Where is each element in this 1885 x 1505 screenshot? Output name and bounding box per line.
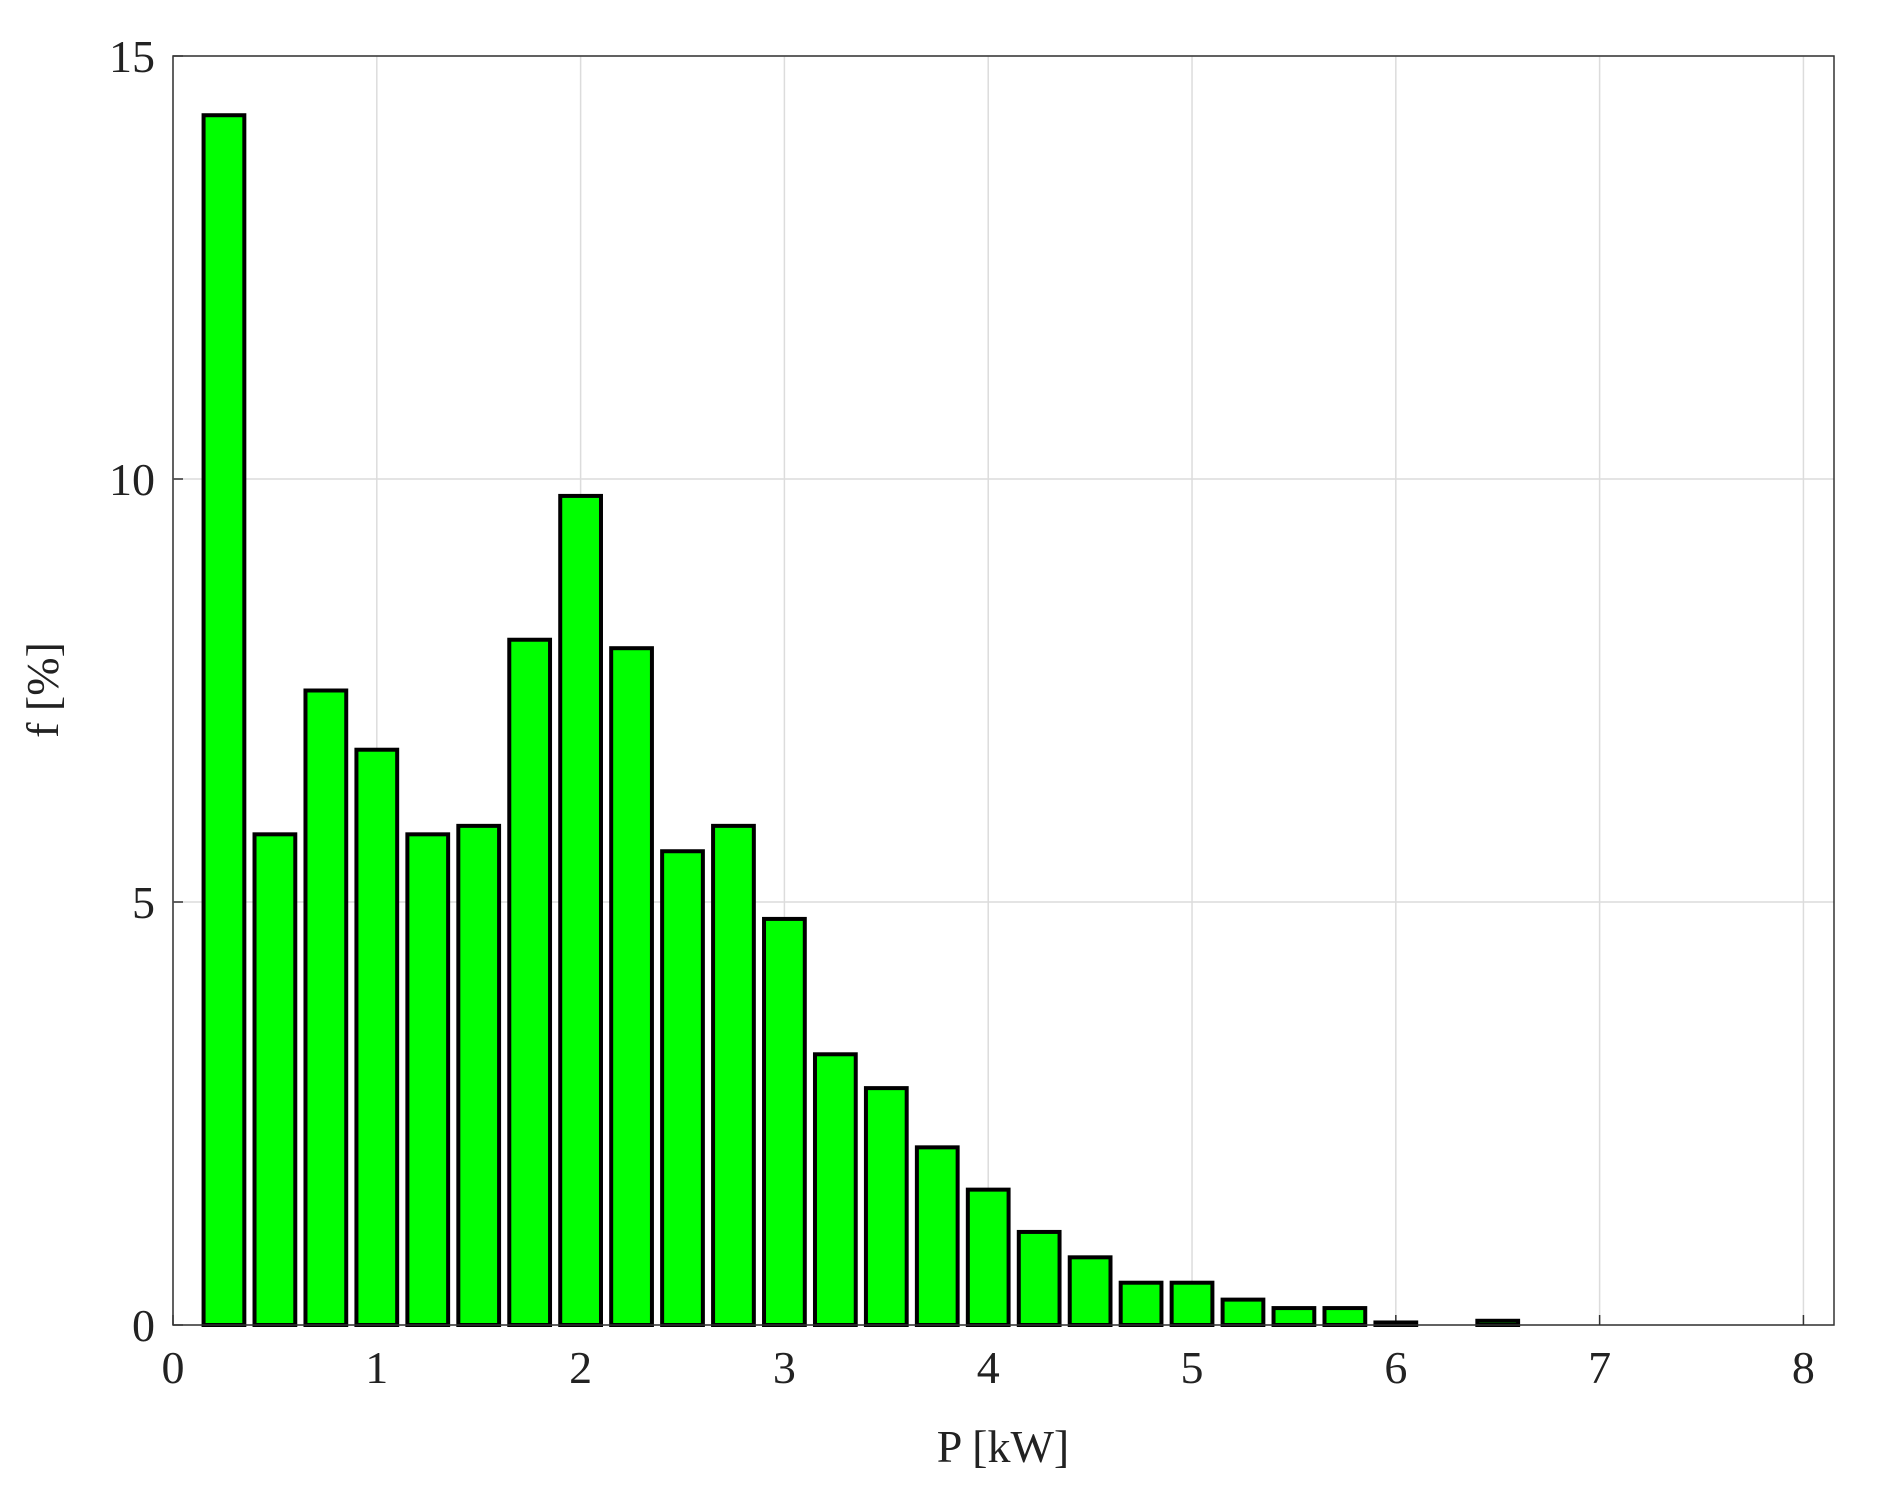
bar xyxy=(558,493,603,1328)
bar xyxy=(354,747,400,1327)
bar xyxy=(1220,1297,1266,1327)
bar xyxy=(1118,1280,1164,1327)
x-tick-label: 1 xyxy=(365,1342,388,1393)
x-tick-label: 3 xyxy=(773,1342,796,1393)
y-tick-label: 5 xyxy=(132,877,155,928)
bar xyxy=(1067,1255,1113,1327)
bar xyxy=(762,916,807,1327)
x-tick-label: 0 xyxy=(162,1342,185,1393)
x-tick-label: 7 xyxy=(1588,1342,1611,1393)
y-tick-label: 0 xyxy=(132,1300,155,1351)
bar xyxy=(405,832,451,1327)
bar xyxy=(252,832,298,1327)
bar xyxy=(507,637,553,1327)
bar xyxy=(660,849,705,1327)
x-tick-label: 5 xyxy=(1181,1342,1204,1393)
bar xyxy=(1322,1306,1368,1327)
bar xyxy=(914,1145,960,1327)
y-tick-label: 15 xyxy=(109,31,155,82)
bar xyxy=(1169,1280,1215,1327)
bar xyxy=(303,688,349,1327)
x-tick-label: 6 xyxy=(1384,1342,1407,1393)
y-tick-label: 10 xyxy=(109,454,155,505)
x-tick-label: 2 xyxy=(569,1342,592,1393)
x-tick-label: 8 xyxy=(1792,1342,1815,1393)
bar xyxy=(711,823,756,1327)
bar xyxy=(1016,1229,1062,1327)
bar xyxy=(1271,1306,1317,1327)
bar xyxy=(609,646,654,1327)
y-axis-label: f [%] xyxy=(17,642,68,738)
bar xyxy=(812,1052,858,1328)
bar xyxy=(456,823,502,1327)
bar xyxy=(201,113,247,1328)
x-tick-label: 4 xyxy=(977,1342,1000,1393)
plot-frame xyxy=(172,55,1835,1326)
bar xyxy=(965,1187,1011,1328)
x-axis-label: P [kW] xyxy=(937,1421,1069,1472)
bar xyxy=(863,1086,909,1327)
